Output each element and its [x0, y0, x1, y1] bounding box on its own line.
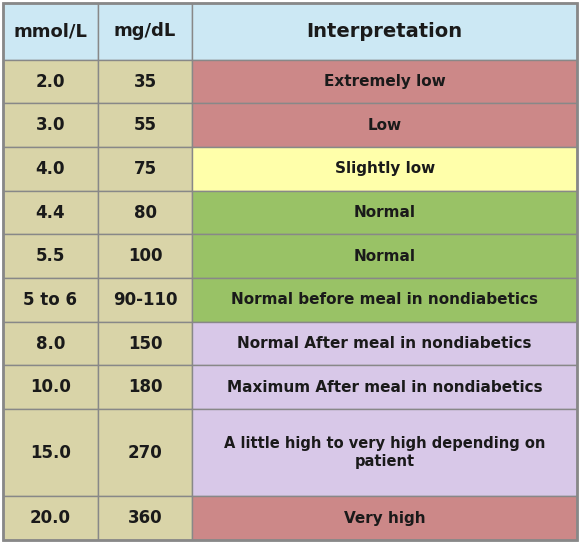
Text: mmol/L: mmol/L — [13, 22, 88, 40]
Text: 15.0: 15.0 — [30, 444, 71, 462]
Text: Maximum After meal in nondiabetics: Maximum After meal in nondiabetics — [227, 380, 542, 395]
Bar — [193, 103, 577, 147]
Text: Normal: Normal — [354, 249, 416, 264]
Bar — [97, 103, 193, 147]
Text: 8.0: 8.0 — [35, 334, 65, 352]
Bar — [97, 496, 193, 540]
Bar — [193, 496, 577, 540]
Bar — [97, 409, 193, 496]
Bar — [97, 60, 193, 103]
Text: A little high to very high depending on
patient: A little high to very high depending on … — [224, 436, 545, 470]
Text: Normal After meal in nondiabetics: Normal After meal in nondiabetics — [237, 336, 532, 351]
Text: Interpretation: Interpretation — [307, 22, 463, 41]
Bar — [193, 60, 577, 103]
Text: 90-110: 90-110 — [113, 291, 177, 309]
Bar — [3, 3, 97, 60]
Text: 10.0: 10.0 — [30, 378, 71, 396]
Text: 55: 55 — [133, 116, 157, 134]
Text: 150: 150 — [128, 334, 162, 352]
Bar — [193, 3, 577, 60]
Text: 75: 75 — [133, 160, 157, 178]
Bar — [193, 191, 577, 235]
Text: 5 to 6: 5 to 6 — [23, 291, 77, 309]
Text: Very high: Very high — [344, 510, 426, 526]
Text: 180: 180 — [128, 378, 162, 396]
Bar — [193, 365, 577, 409]
Bar — [97, 191, 193, 235]
Bar — [3, 191, 97, 235]
Bar — [3, 321, 97, 365]
Text: 100: 100 — [128, 247, 162, 265]
Text: 20.0: 20.0 — [30, 509, 71, 527]
Bar — [3, 278, 97, 321]
Text: 4.4: 4.4 — [35, 204, 65, 222]
Text: 4.0: 4.0 — [35, 160, 65, 178]
Text: Low: Low — [368, 118, 402, 132]
Bar — [97, 278, 193, 321]
Text: Extremely low: Extremely low — [324, 74, 445, 89]
Bar — [3, 409, 97, 496]
Text: 5.5: 5.5 — [35, 247, 65, 265]
Text: mg/dL: mg/dL — [114, 22, 176, 40]
Bar — [3, 60, 97, 103]
Text: 80: 80 — [133, 204, 157, 222]
Bar — [193, 409, 577, 496]
Bar — [193, 278, 577, 321]
Text: 360: 360 — [128, 509, 162, 527]
Bar — [3, 235, 97, 278]
Bar — [193, 321, 577, 365]
Bar — [97, 365, 193, 409]
Bar — [97, 3, 193, 60]
Text: 270: 270 — [128, 444, 162, 462]
Text: 3.0: 3.0 — [35, 116, 65, 134]
Bar — [193, 147, 577, 191]
Text: Normal: Normal — [354, 205, 416, 220]
Bar — [3, 103, 97, 147]
Bar — [97, 147, 193, 191]
Text: 35: 35 — [133, 73, 157, 91]
Bar — [97, 321, 193, 365]
Text: Normal before meal in nondiabetics: Normal before meal in nondiabetics — [231, 292, 538, 307]
Bar — [193, 235, 577, 278]
Bar — [97, 235, 193, 278]
Bar — [3, 147, 97, 191]
Bar — [3, 496, 97, 540]
Bar — [3, 365, 97, 409]
Text: 2.0: 2.0 — [35, 73, 65, 91]
Text: Slightly low: Slightly low — [335, 161, 435, 176]
